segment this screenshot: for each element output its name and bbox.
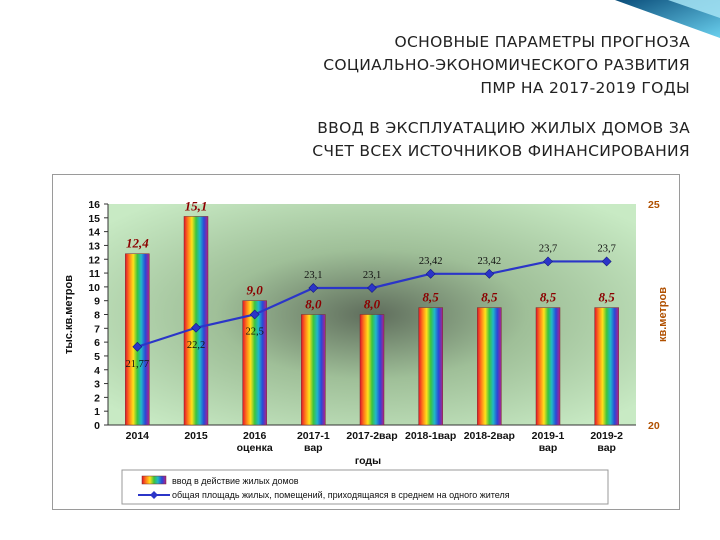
bar-data-label: 9,0: [247, 283, 264, 298]
right-axis-tick-label: 20: [648, 420, 660, 432]
bar-data-label: 12,4: [126, 236, 149, 251]
y-axis-tick-label: 9: [94, 296, 100, 308]
x-axis-category-label: 2017-2вар: [346, 430, 397, 442]
bar-data-label: 8,5: [599, 290, 616, 305]
x-axis-category-label: оценка: [237, 442, 273, 454]
legend-line-marker: [150, 491, 158, 499]
bar-data-label: 8,5: [423, 290, 440, 305]
bar-housing-commissioned: [301, 314, 326, 426]
y-axis-tick-label: 16: [88, 199, 100, 211]
chart-container: 0 1 2 3 4 5 6 7 8 9 10 11 12 13 14 15 16 тыс.кв.метров 20 2…: [52, 174, 680, 510]
y-axis-tick-label: 11: [89, 268, 100, 280]
y-axis-tick-label: 6: [94, 337, 100, 349]
x-axis-category-label: 2019-2: [590, 430, 623, 442]
line-point-marker: [367, 283, 377, 293]
line-point-marker: [249, 309, 260, 320]
line-point-marker: [191, 322, 201, 333]
line-data-label: 23,1: [363, 270, 381, 281]
title-line: СОЦИАЛЬНО-ЭКОНОМИЧЕСКОГО РАЗВИТИЯ: [323, 56, 690, 74]
y-axis-tick-label: 1: [94, 406, 100, 418]
housing-chart: 012345678910111213141516тыс.кв.метров202…: [52, 174, 680, 510]
x-axis-category-label: 2018-1вар: [405, 430, 456, 442]
legend-bar-swatch: [141, 475, 167, 485]
line-point-marker: [601, 256, 612, 267]
bar-housing-commissioned: [125, 253, 150, 426]
line-point-marker: [484, 268, 495, 279]
bar-housing-commissioned: [183, 216, 209, 426]
right-axis-tick-label: 25: [648, 199, 660, 211]
y-axis-tick-label: 0: [94, 420, 100, 432]
y-axis-tick-label: 10: [88, 282, 100, 294]
x-axis-category-label: 2016: [243, 430, 267, 442]
line-data-label: 23,42: [419, 256, 443, 267]
legend-bar-label: ввод в действие жилых домов: [172, 476, 299, 486]
bar-housing-commissioned: [359, 314, 385, 426]
x-axis-category-label: 2017-1: [297, 430, 330, 442]
y-axis-tick-label: 13: [88, 240, 100, 252]
x-axis-category-label: 2015: [184, 430, 208, 442]
line-data-label: 23,7: [539, 243, 557, 254]
y-axis-tick-label: 12: [88, 254, 100, 266]
line-data-label: 21,77: [126, 359, 150, 370]
x-axis-category-label: вар: [304, 442, 323, 454]
x-axis-category-label: 2014: [126, 430, 150, 442]
y-axis-tick-label: 3: [94, 379, 100, 391]
x-axis-category-label: 2018-2вар: [464, 430, 515, 442]
y-axis-tick-label: 4: [94, 365, 100, 377]
line-data-label: 23,1: [304, 270, 322, 281]
bar-data-label: 15,1: [185, 198, 208, 213]
right-axis-title: кв.метров: [657, 287, 669, 342]
title-line: ПМР НА 2017-2019 ГОДЫ: [480, 79, 690, 97]
bar-data-label: 8,0: [305, 297, 322, 312]
bar-housing-commissioned: [477, 307, 502, 426]
x-axis-category-label: 2019-1: [532, 430, 565, 442]
slide-title: ОСНОВНЫЕ ПАРАМЕТРЫ ПРОГНОЗА СОЦИАЛЬНО-ЭК…: [170, 31, 690, 100]
line-point-marker: [308, 283, 319, 293]
y-axis-tick-label: 2: [94, 392, 100, 404]
bar-housing-commissioned: [594, 307, 619, 426]
legend-box: [121, 469, 609, 505]
corner-wedge-highlight: [668, 0, 720, 18]
bar-housing-commissioned: [535, 307, 561, 426]
bar-data-label: 8,5: [481, 290, 498, 305]
x-axis-category-label: вар: [539, 442, 558, 454]
y-axis-tick-label: 8: [94, 310, 100, 322]
bar-data-label: 8,0: [364, 297, 381, 312]
line-data-label: 22,5: [245, 327, 263, 338]
line-data-label: 22,2: [187, 340, 205, 351]
y-axis-tick-label: 15: [88, 213, 100, 225]
slide-subtitle: ВВОД В ЭКСПЛУАТАЦИЮ ЖИЛЫХ ДОМОВ ЗА СЧЕТ …: [170, 117, 690, 163]
subtitle-line: СЧЕТ ВСЕХ ИСТОЧНИКОВ ФИНАНСИРОВАНИЯ: [312, 142, 690, 160]
title-line: ОСНОВНЫЕ ПАРАМЕТРЫ ПРОГНОЗА: [394, 33, 690, 51]
bar-data-label: 8,5: [540, 290, 557, 305]
line-point-marker: [425, 268, 436, 279]
corner-wedge-shape: [615, 0, 720, 38]
y-axis-title: тыс.кв.метров: [63, 275, 75, 354]
subtitle-line: ВВОД В ЭКСПЛУАТАЦИЮ ЖИЛЫХ ДОМОВ ЗА: [317, 119, 690, 137]
y-axis-tick-label: 7: [94, 323, 100, 335]
y-axis-tick-label: 14: [88, 227, 100, 239]
line-point-marker: [132, 341, 143, 352]
line-point-marker: [543, 256, 553, 267]
corner-decoration: [615, 0, 720, 38]
bar-housing-commissioned: [418, 307, 443, 426]
x-axis-title: годы: [355, 455, 381, 467]
y-axis-tick-label: 5: [94, 351, 100, 363]
line-data-label: 23,42: [478, 256, 502, 267]
x-axis-category-label: вар: [597, 442, 616, 454]
line-data-label: 23,7: [597, 243, 615, 254]
bar-housing-commissioned: [242, 300, 267, 426]
legend-line-label: общая площадь жилых, помещений, приходящ…: [172, 490, 510, 500]
